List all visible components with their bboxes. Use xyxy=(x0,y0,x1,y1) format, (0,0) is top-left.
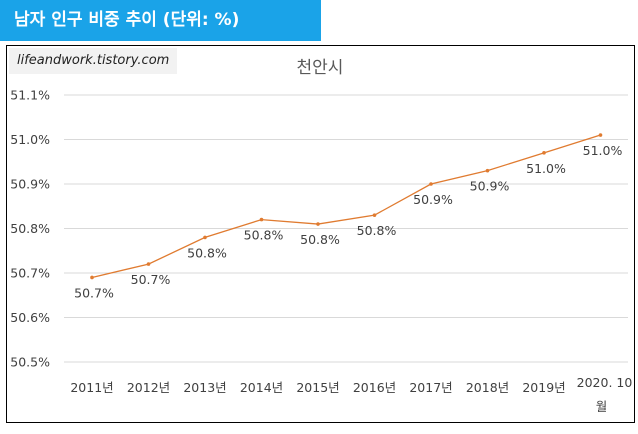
y-tick-label: 50.6% xyxy=(10,310,50,325)
data-label: 50.8% xyxy=(357,223,397,238)
data-label: 50.8% xyxy=(187,245,227,260)
data-point xyxy=(485,168,490,173)
chart-frame xyxy=(6,45,635,423)
x-tick-label: 2012년 xyxy=(127,380,170,395)
data-label: 50.8% xyxy=(300,232,340,247)
x-tick-label: 2020. 10 xyxy=(577,375,633,390)
x-tick-label: 2013년 xyxy=(183,380,226,395)
data-label: 50.9% xyxy=(470,179,510,194)
chart-title: 천안시 xyxy=(297,58,344,78)
x-tick-label-line2: 월 xyxy=(596,399,608,414)
x-tick-label: 2014년 xyxy=(240,380,283,395)
data-point xyxy=(598,133,603,137)
x-tick-label: 2019년 xyxy=(522,380,565,395)
x-tick-label: 2016년 xyxy=(353,380,396,395)
data-point xyxy=(90,275,94,280)
data-label: 51.0% xyxy=(583,143,623,158)
y-tick-label: 50.7% xyxy=(10,266,50,281)
data-label: 51.0% xyxy=(526,161,566,176)
watermark-label: lifeandwork.tistory.com xyxy=(9,48,177,74)
y-tick-label: 51.0% xyxy=(10,132,50,147)
x-tick-label: 2011년 xyxy=(70,380,113,395)
data-point xyxy=(316,222,320,226)
data-label: 50.9% xyxy=(413,192,453,207)
data-point xyxy=(542,151,546,155)
data-point xyxy=(429,182,433,186)
data-label: 50.8% xyxy=(244,228,284,243)
x-tick-label: 2015년 xyxy=(296,380,339,395)
y-tick-label: 50.8% xyxy=(10,221,50,236)
y-tick-label: 50.5% xyxy=(10,355,50,370)
y-tick-label: 51.1% xyxy=(10,88,50,103)
data-point xyxy=(372,213,377,217)
data-point xyxy=(146,262,151,266)
y-tick-label: 50.9% xyxy=(10,177,50,192)
data-label: 50.7% xyxy=(131,272,171,287)
data-point xyxy=(259,217,264,222)
x-tick-label: 2018년 xyxy=(466,380,509,395)
data-label: 50.7% xyxy=(74,285,114,300)
chart-header-title: 남자 인구 비중 추이 (단위: %) xyxy=(0,0,321,41)
series-line xyxy=(91,134,601,279)
x-tick-label: 2017년 xyxy=(409,380,452,395)
data-point xyxy=(203,235,207,240)
